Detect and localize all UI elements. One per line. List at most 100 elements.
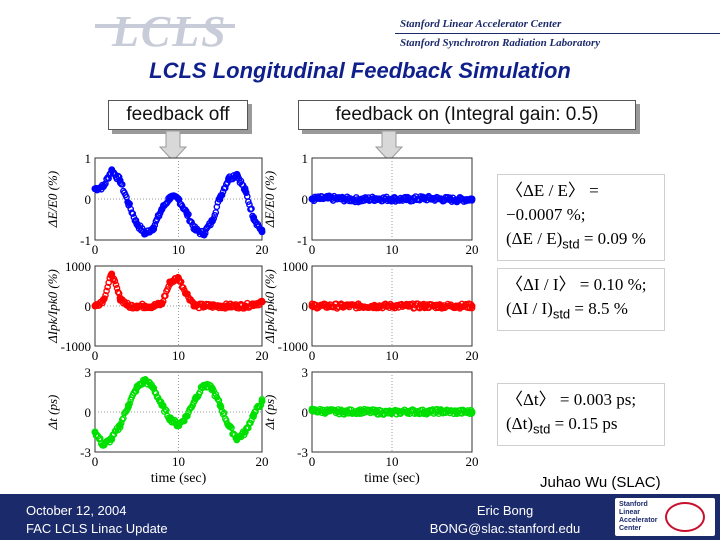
y-tick-label: 3 [302, 365, 309, 380]
data-point [116, 421, 124, 429]
data-point [452, 408, 460, 416]
data-point [221, 184, 229, 192]
down-arrow-icon [374, 131, 404, 162]
data-point [436, 407, 444, 415]
x-tick-label: 10 [172, 348, 185, 363]
data-point [356, 196, 364, 204]
energy-stats-box: 〈ΔE / E〉 = −0.0007 %; (ΔE / E)std = 0.09… [497, 174, 665, 262]
y-axis-label: Δt (ps) [262, 395, 277, 431]
data-point [452, 196, 460, 204]
data-point [420, 408, 428, 416]
data-point [324, 407, 332, 415]
current-std: (ΔI / I)std = 8.5 % [506, 299, 628, 322]
data-point [208, 302, 216, 310]
y-axis-label: ΔIpk/Ipk0 (%) [45, 269, 60, 344]
x-tick-label: 0 [92, 454, 99, 469]
data-point [216, 401, 224, 409]
data-point [191, 226, 199, 234]
data-point [258, 298, 266, 306]
data-point [404, 195, 412, 203]
data-point [388, 302, 396, 310]
data-point [233, 435, 241, 443]
x-tick-label: 10 [386, 454, 399, 469]
slac-logo: Stanford Linear Accelerator Center [615, 498, 715, 536]
footer-email[interactable]: BONG@slac.stanford.edu [429, 521, 581, 536]
data-point [468, 408, 476, 416]
data-point [324, 194, 332, 202]
y-tick-label: -1 [297, 233, 308, 248]
x-tick-label: 20 [256, 348, 269, 363]
data-point [225, 302, 233, 310]
current-stats-box: 〈ΔI / I〉 = 0.10 %; (ΔI / I)std = 8.5 % [497, 268, 665, 332]
footer-center: Eric Bong BONG@slac.stanford.edu [380, 502, 630, 538]
y-tick-label: -1000 [278, 339, 308, 354]
feedback-off-label: feedback off [108, 100, 248, 130]
data-point [200, 230, 208, 238]
lcls-logo: LCLS [112, 7, 228, 56]
y-axis-label: ΔE/E0 (%) [262, 171, 277, 228]
data-point [108, 270, 116, 278]
y-tick-label: 0 [85, 192, 92, 207]
data-point [372, 195, 380, 203]
data-point [241, 302, 249, 310]
data-point [340, 408, 348, 416]
y-tick-label: 0 [302, 405, 309, 420]
data-point [241, 428, 249, 436]
data-point [141, 230, 149, 238]
data-point [166, 278, 174, 286]
x-tick-label: 20 [466, 348, 479, 363]
y-tick-label: -1 [80, 233, 91, 248]
header-line-2: Stanford Synchrotron Radiation Laborator… [400, 37, 601, 49]
data-point [216, 193, 224, 201]
data-point [372, 408, 380, 416]
x-tick-label: 10 [172, 454, 185, 469]
header-rule [395, 33, 720, 34]
data-point [175, 421, 182, 429]
slide-header: LCLS Stanford Linear Accelerator Center … [0, 0, 720, 60]
x-axis-label: time (sec) [151, 471, 207, 486]
data-point [225, 421, 233, 429]
data-point [108, 435, 116, 443]
footer-date: October 12, 2004 [26, 503, 127, 518]
x-tick-label: 20 [466, 242, 479, 257]
data-point [108, 166, 116, 174]
y-axis-label: ΔIpk/Ipk0 (%) [262, 269, 277, 344]
data-point [200, 302, 208, 310]
data-point [250, 213, 258, 221]
y-tick-label: 0 [302, 299, 309, 314]
data-point [191, 302, 199, 310]
data-point [175, 195, 182, 203]
data-point [113, 284, 121, 292]
data-point [436, 195, 444, 203]
time-std: (Δt)std = 0.15 ps [506, 414, 618, 437]
data-point [99, 183, 107, 191]
data-point [420, 302, 428, 310]
data-point [158, 300, 166, 308]
y-tick-label: -1000 [61, 339, 91, 354]
data-point [158, 401, 166, 409]
data-point [420, 194, 428, 202]
data-point [388, 409, 396, 417]
x-tick-label: 10 [172, 242, 185, 257]
y-tick-label: 0 [85, 299, 92, 314]
data-point [258, 397, 266, 405]
data-point [308, 302, 316, 310]
footer-name: Eric Bong [476, 503, 534, 518]
y-tick-label: 3 [85, 365, 92, 380]
time-stats-box: 〈Δt〉 = 0.003 ps; (Δt)std = 0.15 ps [497, 383, 665, 447]
y-tick-label: 1000 [65, 259, 91, 274]
x-tick-label: 20 [466, 454, 479, 469]
y-tick-label: -3 [80, 445, 91, 460]
data-point [124, 302, 132, 310]
y-tick-label: 1 [85, 151, 92, 166]
data-point [141, 302, 149, 310]
data-point [166, 415, 174, 423]
data-point [324, 302, 332, 310]
y-axis-label: Δt (ps) [45, 395, 60, 431]
x-axis-label: time (sec) [364, 471, 420, 486]
data-point [116, 177, 124, 185]
data-point [91, 302, 99, 310]
